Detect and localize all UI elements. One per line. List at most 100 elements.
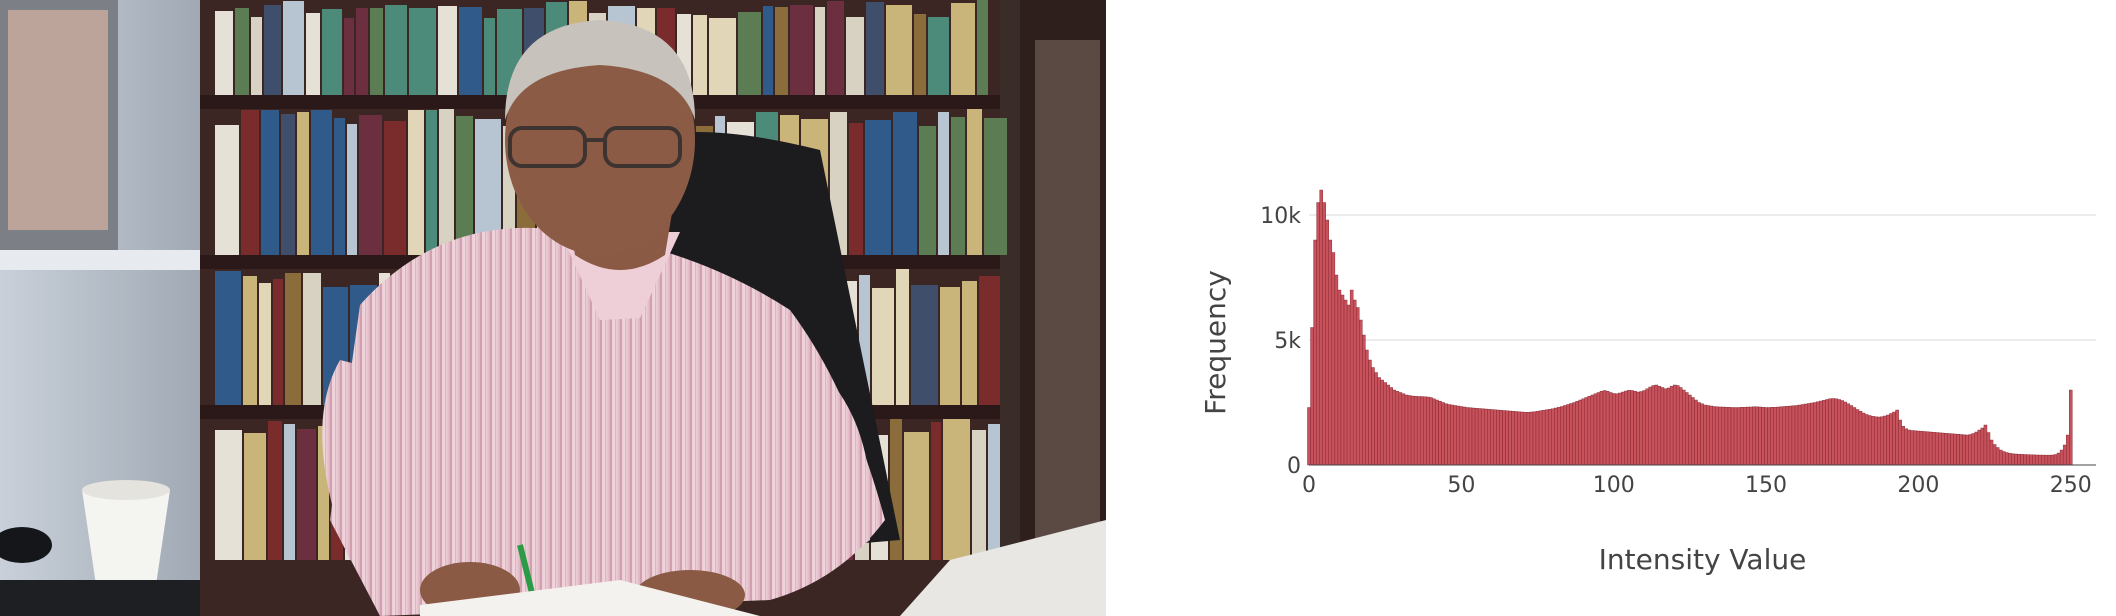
- book: [268, 421, 282, 560]
- histogram-bar: [1834, 398, 1838, 466]
- histogram-bar: [1953, 433, 1957, 466]
- histogram-bar: [1435, 399, 1439, 466]
- portrait-photo: [0, 0, 1106, 616]
- book: [273, 279, 283, 405]
- histogram-bar: [1785, 406, 1790, 466]
- paper: [420, 580, 760, 616]
- histogram-bar: [1810, 402, 1814, 466]
- y-axis-ticks: 0 5k 10k: [1260, 204, 1301, 479]
- histogram-bar: [1325, 219, 1330, 466]
- histogram-bar: [1554, 407, 1558, 466]
- book: [426, 110, 437, 255]
- histogram-bar: [1407, 395, 1412, 466]
- histogram-bar: [1995, 447, 2000, 466]
- histogram-bar: [1694, 399, 1698, 466]
- histogram-bar: [1770, 407, 1774, 466]
- book: [297, 429, 316, 560]
- histogram-bar: [1484, 408, 1488, 466]
- histogram-bar: [1450, 404, 1454, 466]
- histogram-bar: [2011, 453, 2015, 466]
- histogram-bar: [1535, 411, 1540, 466]
- book: [264, 5, 281, 95]
- histogram-bar: [1682, 389, 1686, 466]
- x-tick-label: 250: [2050, 473, 2092, 498]
- histogram-bar: [1788, 405, 1793, 466]
- histogram-bar: [1803, 403, 1808, 466]
- book: [311, 110, 332, 255]
- y-tick-label: 5k: [1274, 329, 1301, 354]
- histogram-bar: [2008, 453, 2012, 466]
- histogram-bar: [1764, 407, 1768, 466]
- book: [928, 17, 949, 95]
- histogram-bar: [1947, 433, 1951, 466]
- histogram-bar: [1971, 433, 1975, 466]
- histogram-bar: [1864, 414, 1869, 466]
- histogram-bar: [1938, 432, 1942, 466]
- histogram-bar: [1752, 406, 1756, 466]
- histogram-bar: [1739, 407, 1744, 466]
- histogram-bar: [1828, 398, 1832, 466]
- book: [284, 424, 295, 560]
- histogram-bar: [1465, 407, 1470, 466]
- histogram-bar: [1569, 403, 1573, 466]
- histogram-bar: [1743, 407, 1747, 466]
- histogram-bar: [1657, 386, 1662, 466]
- histogram-bar: [1630, 390, 1634, 466]
- book: [438, 6, 457, 95]
- histogram-bar: [1685, 392, 1689, 466]
- histogram-bar: [1730, 407, 1735, 466]
- histogram-bar: [1462, 406, 1467, 466]
- histogram-bar: [1700, 403, 1704, 466]
- histogram-bar: [2026, 454, 2030, 466]
- histogram-bar: [1511, 411, 1515, 466]
- book: [318, 426, 329, 560]
- histogram-bar: [1349, 289, 1354, 466]
- histogram-bar: [1386, 384, 1390, 466]
- histogram-bar: [1761, 407, 1765, 466]
- book: [872, 288, 894, 405]
- histogram-bar: [1663, 388, 1668, 466]
- book: [865, 120, 891, 255]
- histogram-bar: [1624, 390, 1628, 466]
- book: [709, 18, 736, 95]
- histogram-bar: [1575, 401, 1579, 466]
- histogram-bar: [1627, 390, 1631, 466]
- histogram-bar: [1538, 410, 1543, 466]
- histogram-bar: [1974, 431, 1979, 466]
- histogram-bar: [1307, 407, 1311, 466]
- histogram-bar: [2002, 451, 2006, 466]
- histogram-bar: [1572, 402, 1576, 466]
- book: [940, 287, 960, 405]
- histogram-bar: [1636, 391, 1640, 466]
- histogram-bar: [1441, 402, 1445, 466]
- histogram-bar: [1517, 411, 1521, 466]
- histogram-bar: [1922, 431, 1927, 466]
- book: [215, 11, 233, 95]
- histogram-bar: [1584, 397, 1589, 466]
- histogram-bar: [1444, 403, 1448, 466]
- book: [896, 269, 909, 405]
- histogram-bar: [1471, 407, 1476, 466]
- histogram-bar: [1563, 405, 1567, 466]
- book: [972, 430, 986, 560]
- book: [484, 18, 495, 95]
- histogram-bar: [1901, 426, 1905, 466]
- histogram-bar: [1928, 431, 1933, 466]
- book: [384, 121, 406, 255]
- histogram-bar: [1712, 406, 1716, 466]
- book: [215, 271, 241, 405]
- book: [979, 276, 1000, 405]
- histogram-bar: [1520, 411, 1525, 466]
- histogram-bar: [1541, 410, 1546, 466]
- histogram-bar: [2050, 454, 2055, 466]
- histogram-bar: [2047, 454, 2052, 466]
- book: [261, 110, 279, 255]
- histogram-bar: [1426, 396, 1430, 466]
- book: [830, 112, 847, 255]
- histogram-bar: [2020, 454, 2024, 466]
- histogram-bar: [1356, 307, 1360, 466]
- book: [931, 422, 941, 560]
- histogram-bar: [1642, 390, 1646, 466]
- x-axis-ticks: 0 50 100 150 200 250: [1302, 473, 2092, 498]
- histogram-bar: [1322, 202, 1326, 466]
